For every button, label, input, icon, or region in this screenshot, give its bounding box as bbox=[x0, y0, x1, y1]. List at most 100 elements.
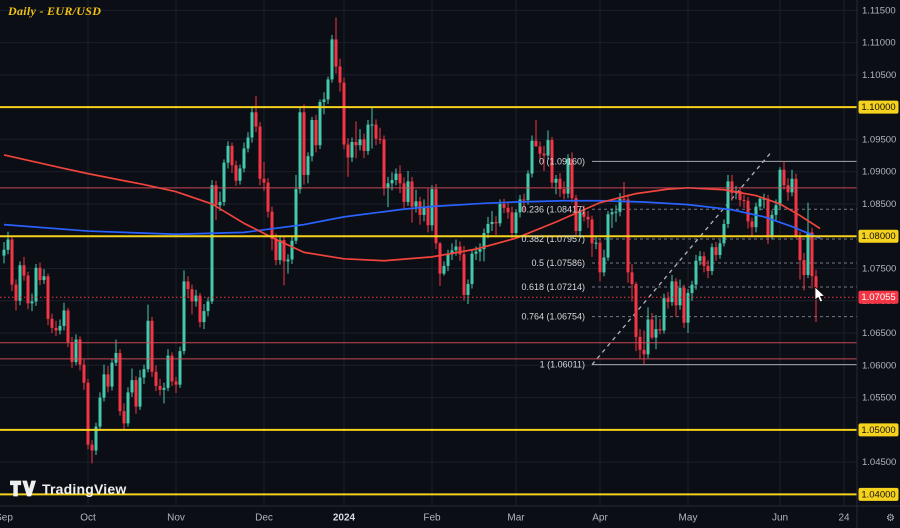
candle bbox=[410, 176, 414, 223]
candle bbox=[326, 76, 330, 104]
fib-level-label: 0.764 (1.06754) bbox=[521, 312, 585, 322]
candle bbox=[810, 227, 814, 289]
candle bbox=[494, 216, 498, 235]
time-axis-label: Jun bbox=[772, 513, 788, 524]
candle bbox=[314, 114, 318, 153]
candle bbox=[310, 116, 314, 162]
candle bbox=[682, 284, 686, 328]
candle bbox=[298, 107, 302, 194]
candle bbox=[434, 183, 438, 250]
candle bbox=[582, 205, 586, 222]
price-axis-label: 1.08500 bbox=[862, 199, 896, 210]
time-axis-label: Nov bbox=[167, 513, 185, 524]
candle bbox=[118, 349, 122, 416]
candle bbox=[354, 121, 358, 159]
ma-red-line[interactable] bbox=[3, 154, 821, 262]
candle bbox=[366, 120, 370, 155]
candle bbox=[302, 104, 306, 185]
candle bbox=[106, 365, 110, 393]
time-axis-label: Apr bbox=[592, 513, 608, 524]
candle bbox=[698, 251, 702, 266]
candle bbox=[646, 307, 650, 359]
candle bbox=[614, 205, 618, 223]
price-axis-background[interactable] bbox=[857, 0, 900, 528]
time-axis-label: 2024 bbox=[333, 513, 356, 524]
candle bbox=[578, 207, 582, 237]
candle bbox=[210, 180, 214, 304]
fib-level-label: 0.236 (1.08417) bbox=[521, 204, 585, 214]
candle bbox=[406, 171, 410, 206]
candle bbox=[294, 174, 298, 244]
chart-title: Daily - EUR/USD bbox=[8, 4, 102, 18]
candle bbox=[442, 261, 446, 276]
candle bbox=[234, 160, 238, 186]
candle bbox=[662, 293, 666, 334]
candle bbox=[122, 403, 126, 431]
candle bbox=[594, 236, 598, 250]
candle bbox=[226, 141, 230, 169]
price-axis-tags[interactable]: 1.10000 1.08000 1.07055 1.05000 1.04000 bbox=[858, 100, 899, 501]
candles-layer bbox=[2, 17, 818, 464]
candle bbox=[262, 161, 266, 192]
price-axis-label: 1.07500 bbox=[862, 263, 896, 274]
ma-blue-line[interactable] bbox=[3, 199, 821, 239]
candle bbox=[370, 107, 374, 149]
candle bbox=[266, 178, 270, 218]
trendline[interactable] bbox=[591, 153, 771, 366]
fib-level-label: 1 (1.06011) bbox=[540, 360, 585, 370]
candle bbox=[718, 240, 722, 259]
mouse-cursor-icon bbox=[814, 286, 826, 303]
fib-level-label: 0.382 (1.07957) bbox=[521, 234, 585, 244]
tradingview-logo[interactable]: TradingView bbox=[10, 480, 126, 498]
price-tag-text: 1.05000 bbox=[861, 425, 895, 436]
price-tag-text: 1.08000 bbox=[861, 231, 895, 242]
candle bbox=[622, 182, 626, 203]
candle bbox=[338, 58, 342, 92]
candle bbox=[522, 193, 526, 212]
candle bbox=[166, 349, 170, 392]
candle bbox=[74, 334, 78, 366]
candle bbox=[786, 178, 790, 201]
time-axis-labels[interactable]: Sep Oct Nov Dec 2024 Feb Mar Apr May Jun 24 ⚙ bbox=[0, 513, 895, 525]
candle bbox=[546, 130, 550, 160]
candle bbox=[198, 293, 202, 328]
candle bbox=[570, 152, 574, 203]
candle bbox=[174, 376, 178, 394]
price-axis-label: 1.11000 bbox=[862, 38, 896, 49]
candle bbox=[550, 136, 554, 189]
candle bbox=[254, 96, 258, 133]
price-axis-label: 1.06500 bbox=[862, 328, 896, 339]
candle bbox=[46, 273, 50, 326]
candle bbox=[386, 176, 390, 208]
candle bbox=[94, 422, 98, 456]
candle bbox=[462, 245, 466, 301]
candle bbox=[346, 138, 350, 177]
candle bbox=[162, 382, 166, 404]
price-axis-label: 1.09500 bbox=[862, 134, 896, 145]
yellow-price-tag bbox=[858, 487, 899, 501]
price-axis-label: 1.10500 bbox=[862, 70, 896, 81]
candle bbox=[306, 152, 310, 184]
candle bbox=[538, 141, 542, 161]
candle bbox=[54, 320, 58, 337]
candle bbox=[186, 276, 190, 299]
candle bbox=[670, 274, 674, 306]
candle bbox=[610, 208, 614, 228]
time-axis-background[interactable] bbox=[0, 506, 857, 528]
yellow-price-tag bbox=[858, 100, 899, 114]
candle bbox=[398, 165, 402, 193]
candle bbox=[750, 217, 754, 237]
horizontal-levels-layer[interactable] bbox=[0, 106, 857, 496]
candle bbox=[182, 270, 186, 355]
candle bbox=[114, 339, 118, 366]
candle bbox=[14, 279, 18, 311]
candle bbox=[142, 364, 146, 385]
red-price-tag bbox=[858, 290, 899, 304]
candle bbox=[358, 129, 362, 151]
candle bbox=[710, 243, 714, 275]
axis-settings-gear-icon[interactable]: ⚙ bbox=[886, 513, 895, 524]
candle bbox=[102, 364, 106, 402]
candle bbox=[86, 378, 90, 450]
candle bbox=[82, 359, 86, 390]
